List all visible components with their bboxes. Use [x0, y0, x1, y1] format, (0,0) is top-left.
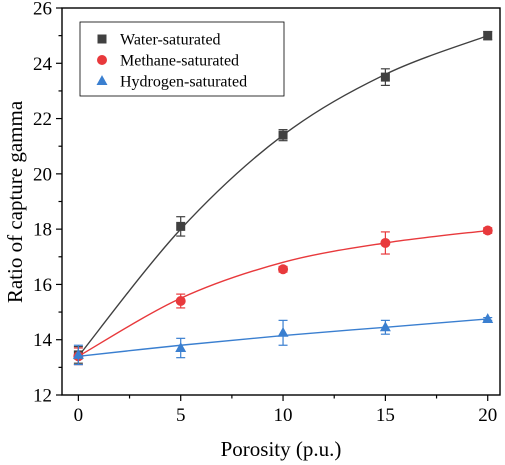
legend: Water-saturated Methane-saturated Hydrogen…	[79, 21, 285, 97]
data-point-water-saturated-15	[380, 72, 390, 82]
legend-box	[79, 21, 285, 97]
x-axis-title: Porosity (p.u.)	[221, 437, 342, 461]
data-point-hydrogen-saturated-5	[175, 342, 187, 352]
fit-curve-methane-saturated	[78, 229, 488, 357]
data-point-methane-saturated-10	[278, 264, 289, 275]
x-tick-label-5: 5	[176, 405, 186, 426]
y-tick-label-12: 12	[33, 386, 52, 407]
legend-marker-methane-saturated	[97, 55, 107, 65]
data-point-water-saturated-5	[176, 221, 186, 231]
legend-marker-hydrogen-saturated	[96, 75, 108, 85]
y-tick-label-16: 16	[33, 275, 52, 296]
data-point-methane-saturated-20	[482, 225, 493, 236]
y-tick-label-26: 26	[33, 0, 52, 20]
x-axis-ticks: 0 5 10 15 20	[74, 395, 497, 426]
y-tick-label-14: 14	[33, 330, 53, 351]
x-tick-label-10: 10	[274, 405, 293, 426]
y-axis-title: Ratio of capture gamma	[3, 100, 27, 303]
x-tick-label-0: 0	[74, 405, 84, 426]
legend-label-water-saturated: Water-saturated	[120, 32, 221, 49]
legend-marker-water-saturated	[97, 34, 107, 44]
data-point-methane-saturated-15	[380, 237, 391, 248]
data-point-water-saturated-10	[278, 130, 288, 140]
data-point-hydrogen-saturated-10	[277, 326, 289, 337]
data-point-hydrogen-saturated-0	[72, 349, 84, 359]
y-tick-label-24: 24	[33, 54, 53, 75]
data-point-water-saturated-20	[483, 31, 493, 41]
series-hydrogen-saturated	[72, 313, 494, 366]
x-tick-label-20: 20	[478, 405, 497, 426]
plot-area	[72, 30, 494, 366]
x-tick-label-15: 15	[376, 405, 395, 426]
y-axis-ticks: 12 14 16 18 20 22 24 26	[33, 0, 62, 407]
data-point-hydrogen-saturated-15	[379, 321, 391, 332]
y-tick-label-20: 20	[33, 164, 52, 185]
y-tick-label-18: 18	[33, 220, 52, 241]
y-tick-label-22: 22	[33, 109, 52, 130]
data-point-hydrogen-saturated-20	[482, 313, 494, 323]
legend-label-hydrogen-saturated: Hydrogen-saturated	[120, 74, 247, 91]
data-point-methane-saturated-5	[175, 296, 186, 307]
legend-label-methane-saturated: Methane-saturated	[120, 53, 239, 70]
